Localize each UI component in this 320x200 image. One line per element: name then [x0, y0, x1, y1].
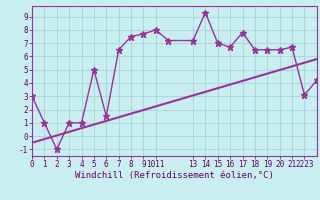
X-axis label: Windchill (Refroidissement éolien,°C): Windchill (Refroidissement éolien,°C) — [75, 171, 274, 180]
